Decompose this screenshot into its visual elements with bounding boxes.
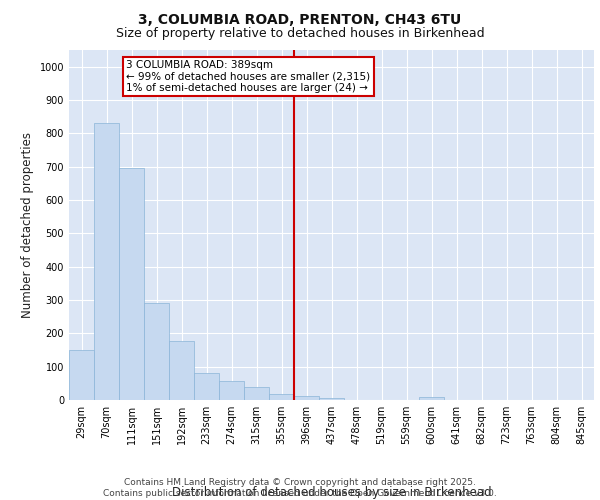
Text: Contains HM Land Registry data © Crown copyright and database right 2025.
Contai: Contains HM Land Registry data © Crown c… — [103, 478, 497, 498]
Bar — [319, 398, 344, 400]
Bar — [269, 394, 294, 400]
Bar — [219, 381, 244, 400]
Y-axis label: Number of detached properties: Number of detached properties — [21, 132, 34, 318]
Bar — [294, 396, 319, 400]
Bar — [169, 340, 194, 400]
Bar — [94, 124, 119, 400]
X-axis label: Distribution of detached houses by size in Birkenhead: Distribution of detached houses by size … — [172, 486, 491, 499]
Bar — [419, 398, 444, 400]
Bar — [194, 374, 219, 400]
Bar — [69, 350, 94, 400]
Bar — [244, 386, 269, 400]
Text: 3 COLUMBIA ROAD: 389sqm
← 99% of detached houses are smaller (2,315)
1% of semi-: 3 COLUMBIA ROAD: 389sqm ← 99% of detache… — [127, 60, 371, 93]
Bar — [144, 304, 169, 400]
Text: 3, COLUMBIA ROAD, PRENTON, CH43 6TU: 3, COLUMBIA ROAD, PRENTON, CH43 6TU — [139, 12, 461, 26]
Bar — [119, 168, 144, 400]
Text: Size of property relative to detached houses in Birkenhead: Size of property relative to detached ho… — [116, 28, 484, 40]
